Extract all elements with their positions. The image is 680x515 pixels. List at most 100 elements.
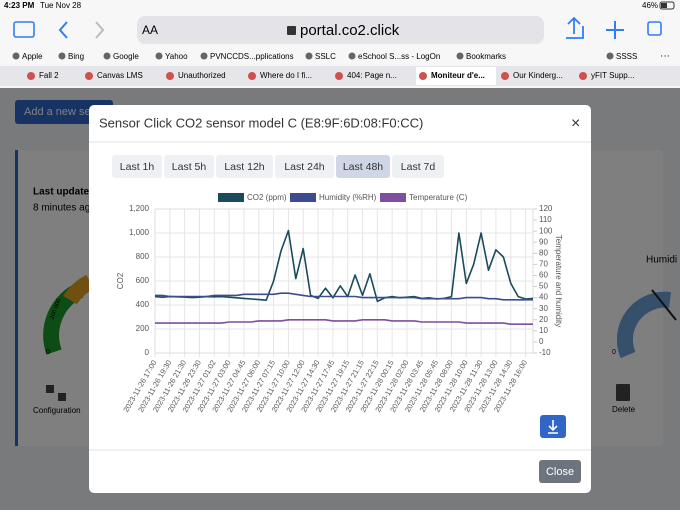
y2-tick-label: 100 [539, 226, 553, 235]
tab-title[interactable]: 404: Page n... [347, 71, 397, 80]
legend-swatch [290, 193, 316, 202]
range-button[interactable] [392, 155, 444, 178]
legend-label: CO2 (ppm) [247, 193, 287, 202]
range-label: Last 5h [172, 161, 207, 173]
close-button[interactable] [539, 460, 581, 483]
y2-tick-label: 40 [539, 293, 548, 302]
range-label: Last 1h [120, 161, 155, 173]
range-button[interactable] [275, 155, 334, 178]
tab-icon [27, 72, 35, 80]
share-button[interactable] [566, 16, 584, 39]
date: Tue Nov 28 [40, 1, 82, 10]
tab-title[interactable]: Our Kinderg... [513, 71, 563, 80]
more: ··· [660, 51, 670, 62]
y2-tick-label: 110 [539, 215, 552, 224]
modal [89, 105, 591, 493]
range-label: Last 24h [284, 161, 324, 173]
y-tick-label: 600 [136, 276, 150, 285]
range-label: Last 7d [401, 161, 436, 173]
bookmark-icon [58, 52, 66, 60]
tab-icon [166, 72, 174, 80]
y2-tick-label: 60 [539, 271, 548, 280]
sidebar-button[interactable] [13, 21, 35, 38]
bookmark[interactable]: PVNCCDS...pplications [210, 52, 294, 61]
range-button[interactable] [216, 155, 273, 178]
series-line [155, 292, 533, 301]
url[interactable]: portal.co2.click [300, 22, 400, 39]
battery-icon [659, 1, 675, 10]
range-button[interactable] [336, 155, 390, 178]
legend-swatch [218, 193, 244, 202]
legend-label: Temperature (C) [409, 193, 468, 202]
y-tick-label: 800 [136, 252, 150, 261]
bookmark-icon [200, 52, 208, 60]
tab-icon [419, 72, 427, 80]
legend-swatch [380, 193, 406, 202]
back-button[interactable] [58, 21, 68, 39]
bookmark[interactable]: Apple [22, 52, 43, 61]
tab[interactable] [245, 67, 330, 85]
address-bar[interactable] [137, 16, 544, 44]
bookmark[interactable]: Google [113, 52, 139, 61]
lock-icon [287, 26, 296, 35]
tab-title[interactable]: Fall 2 [39, 71, 59, 80]
tab[interactable] [576, 67, 656, 85]
plot-border [154, 208, 534, 354]
bookmark[interactable]: SSSS [616, 52, 637, 61]
tab-icon [335, 72, 343, 80]
download-icon [548, 420, 558, 434]
battery-level [661, 3, 667, 8]
tab-title[interactable]: Where do I fi... [260, 71, 312, 80]
text-size-button[interactable]: AA [142, 23, 158, 37]
y2-tick-label: 80 [539, 248, 548, 257]
tab-icon [248, 72, 256, 80]
tab-active[interactable] [416, 67, 496, 85]
tab-title[interactable]: Canvas LMS [97, 71, 143, 80]
bookmark[interactable]: eSchool S...ss - LogOn [358, 52, 440, 61]
new-tab-button[interactable] [606, 21, 624, 39]
bookmark-icon [348, 52, 356, 60]
tab[interactable] [332, 67, 414, 85]
bookmark[interactable]: Bing [68, 52, 84, 61]
forward-button[interactable] [95, 21, 105, 39]
y-tick-label: 200 [136, 324, 150, 333]
tab[interactable] [82, 67, 161, 85]
bookmark[interactable]: Yahoo [165, 52, 188, 61]
y2-tick-label: -10 [539, 348, 551, 357]
range-button[interactable] [112, 155, 162, 178]
tab[interactable] [498, 67, 574, 85]
series-line [155, 319, 533, 325]
y2-tick-label: 0 [539, 337, 544, 346]
y2-tick-label: 10 [539, 326, 548, 335]
legend-label: Humidity (%RH) [319, 193, 377, 202]
modal-title: Sensor Click CO2 sensor model C (E8:9F:6… [99, 115, 423, 130]
y-tick-label: 1,200 [129, 204, 150, 213]
tab-icon [85, 72, 93, 80]
range-button[interactable] [164, 155, 214, 178]
y-tick-label: 400 [136, 300, 150, 309]
y2-tick-label: 50 [539, 282, 548, 291]
tabs-button[interactable] [647, 21, 662, 36]
tab-title[interactable]: Unauthorized [178, 71, 226, 80]
bookmark-icon [12, 52, 20, 60]
bookmark-icon [155, 52, 163, 60]
tab[interactable] [163, 67, 243, 85]
bookmark-icon [305, 52, 313, 60]
bookmark[interactable]: SSLC [315, 52, 336, 61]
tab-title[interactable]: Moniteur d'e... [431, 71, 485, 80]
modal-close-x[interactable]: × [571, 115, 580, 132]
tab-title[interactable]: yFIT Supp... [591, 71, 634, 80]
y2-axis-label: Temperature and humidity [554, 235, 563, 328]
y2-tick-label: 90 [539, 237, 548, 246]
series-line [154, 229, 534, 303]
bookmark-icon [103, 52, 111, 60]
tab[interactable] [24, 67, 80, 85]
bookmark-icon [606, 52, 614, 60]
bookmark[interactable]: Bookmarks [466, 52, 506, 61]
y-tick-label: 1,000 [129, 228, 150, 237]
time: 4:23 PM [4, 1, 35, 10]
y2-tick-label: 30 [539, 304, 548, 313]
y2-tick-label: 70 [539, 259, 548, 268]
range-label: Last 12h [224, 161, 264, 173]
